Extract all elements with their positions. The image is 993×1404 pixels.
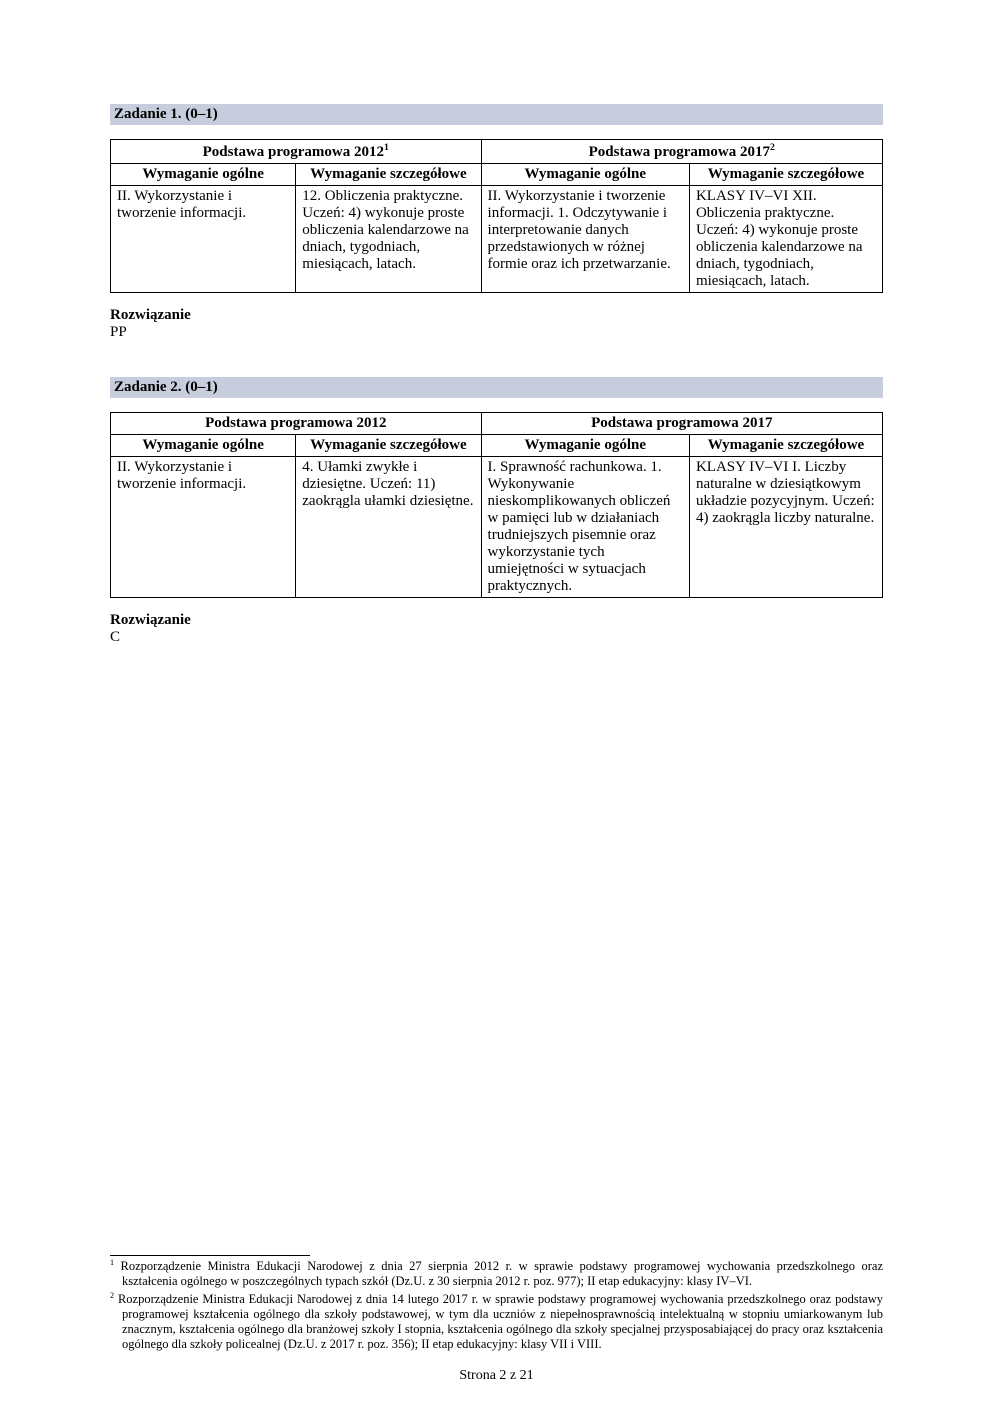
col-req-detail: Wymaganie szczegółowe (296, 164, 481, 186)
fn2-text: Rozporządzenie Ministra Edukacji Narodow… (118, 1292, 883, 1351)
task2-c4: KLASY IV–VI I. Liczby naturalne w dziesi… (689, 457, 882, 598)
footnote-ref-2: 2 (770, 142, 775, 153)
task2-header: Zadanie 2. (0–1) (110, 377, 883, 398)
col-req-detail: Wymaganie szczegółowe (689, 164, 882, 186)
task1-c3: II. Wykorzystanie i tworzenie informacji… (481, 186, 689, 293)
col-req-general: Wymaganie ogólne (111, 435, 296, 457)
footnote-2: 2 Rozporządzenie Ministra Edukacji Narod… (110, 1291, 883, 1352)
task1-c4: KLASY IV–VI XII. Obliczenia praktyczne. … (689, 186, 882, 293)
task1-pp2012-header: Podstawa programowa 20121 (111, 140, 482, 164)
table-row: II. Wykorzystanie i tworzenie informacji… (111, 186, 883, 293)
col-req-general: Wymaganie ogólne (481, 435, 689, 457)
task1-solution-value: PP (110, 324, 883, 341)
fn2-mark: 2 (110, 1291, 114, 1300)
task2-table: Podstawa programowa 2012 Podstawa progra… (110, 412, 883, 598)
footnote-1: 1 Rozporządzenie Ministra Edukacji Narod… (110, 1258, 883, 1289)
page-number: Strona 2 z 21 (0, 1368, 993, 1384)
table-row: II. Wykorzystanie i tworzenie informacji… (111, 457, 883, 598)
col-req-detail: Wymaganie szczegółowe (296, 435, 481, 457)
footnotes-block: 1 Rozporządzenie Ministra Edukacji Narod… (110, 1255, 883, 1354)
table-row: Wymaganie ogólne Wymaganie szczegółowe W… (111, 164, 883, 186)
footnote-ref-1: 1 (384, 142, 389, 153)
task2-pp2017-header: Podstawa programowa 2017 (481, 413, 882, 435)
col-req-general: Wymaganie ogólne (111, 164, 296, 186)
task2-pp2012-header: Podstawa programowa 2012 (111, 413, 482, 435)
task1-table: Podstawa programowa 20121 Podstawa progr… (110, 139, 883, 293)
task2-c3: I. Sprawność rachunkowa. 1. Wykonywanie … (481, 457, 689, 598)
table-row: Wymaganie ogólne Wymaganie szczegółowe W… (111, 435, 883, 457)
fn1-text: Rozporządzenie Ministra Edukacji Narodow… (121, 1259, 883, 1288)
task1-c1: II. Wykorzystanie i tworzenie informacji… (111, 186, 296, 293)
document-page: Zadanie 1. (0–1) Podstawa programowa 201… (0, 0, 993, 1404)
task2-c2: 4. Ułamki zwykłe i dziesiętne. Uczeń: 11… (296, 457, 481, 598)
task1-header: Zadanie 1. (0–1) (110, 104, 883, 125)
header-text: Podstawa programowa 2012 (203, 144, 384, 160)
task1-solution-label: Rozwiązanie (110, 307, 883, 324)
task2-c1: II. Wykorzystanie i tworzenie informacji… (111, 457, 296, 598)
task2-solution-value: C (110, 629, 883, 646)
footnote-rule (110, 1255, 310, 1256)
task2-solution-label: Rozwiązanie (110, 612, 883, 629)
task1-pp2017-header: Podstawa programowa 20172 (481, 140, 882, 164)
fn1-mark: 1 (110, 1258, 114, 1267)
table-row: Podstawa programowa 2012 Podstawa progra… (111, 413, 883, 435)
task1-c2: 12. Obliczenia praktyczne. Uczeń: 4) wyk… (296, 186, 481, 293)
col-req-general: Wymaganie ogólne (481, 164, 689, 186)
col-req-detail: Wymaganie szczegółowe (689, 435, 882, 457)
header-text: Podstawa programowa 2017 (589, 144, 770, 160)
table-row: Podstawa programowa 20121 Podstawa progr… (111, 140, 883, 164)
